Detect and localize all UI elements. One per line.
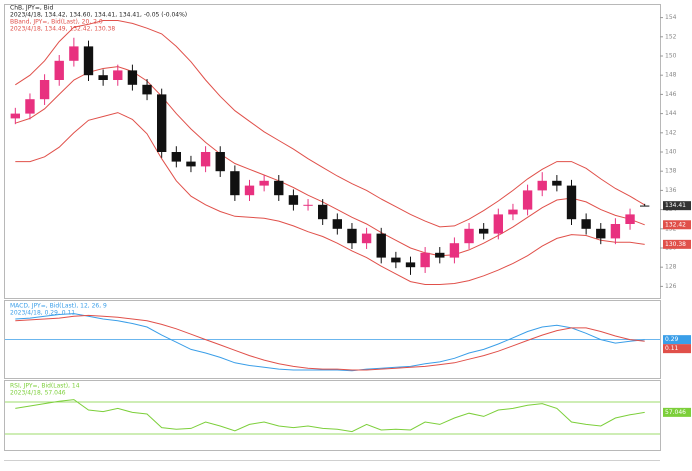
panel-title: RSI, JPY=, Bid(Last), 14 <box>10 383 80 390</box>
candle-body <box>596 228 606 239</box>
candle-body <box>200 152 211 167</box>
candle-body <box>493 214 504 234</box>
band-last-label-box <box>663 239 691 249</box>
bands-title: BBand, JPY=, Bid(Last), 20, 2.0 <box>10 19 103 26</box>
candle-body <box>478 228 489 234</box>
price-last-label-box <box>663 201 691 211</box>
candle-body <box>303 204 313 206</box>
last-value-label-box <box>663 344 691 354</box>
bollinger-band <box>15 20 645 228</box>
band-last-label: 132.42 <box>665 221 686 228</box>
candle-body <box>522 190 533 210</box>
price-last-label: 134.41 <box>665 202 686 209</box>
band-last-label-box <box>663 220 691 230</box>
candle-body <box>449 243 460 258</box>
candle-body <box>54 60 64 80</box>
candle-body <box>230 171 240 196</box>
candle-body <box>332 219 343 229</box>
indicator-line <box>15 399 645 433</box>
y-tick-label: 126 <box>665 283 677 290</box>
candle-body <box>113 70 123 80</box>
last-value-label-box <box>663 407 691 417</box>
candle-body <box>127 70 138 85</box>
y-tick-label: 142 <box>665 129 677 136</box>
candle-body <box>581 219 591 229</box>
candle-body <box>391 257 401 263</box>
last-value-label: 0.11 <box>665 345 679 352</box>
candle-body <box>156 94 167 152</box>
rsi-panel <box>4 380 661 451</box>
chart-title: ChB, JPY=, Bid <box>10 5 53 12</box>
candle-body <box>537 180 547 191</box>
candle-body <box>39 80 50 100</box>
candle-body <box>98 75 108 80</box>
candle-body <box>420 252 430 268</box>
candle-body <box>244 185 255 196</box>
y-tick-label: 148 <box>665 72 677 79</box>
candle-body <box>186 161 196 167</box>
candle-body <box>435 252 445 258</box>
y-tick-label: 150 <box>665 53 677 60</box>
bollinger-band <box>15 112 645 285</box>
y-tick-label: 128 <box>665 264 677 271</box>
y-tick-label: 146 <box>665 91 677 98</box>
y-tick-label: 140 <box>665 149 677 156</box>
y-tick-label: 152 <box>665 33 677 40</box>
candle-body <box>25 99 35 114</box>
candle-body <box>215 152 225 172</box>
indicator-line <box>15 314 645 371</box>
candle-body <box>171 152 182 162</box>
bollinger-band <box>15 66 645 257</box>
y-tick-label: 154 <box>665 14 677 21</box>
candle-body <box>610 224 621 239</box>
candle-body <box>347 228 357 244</box>
candle-body <box>361 233 372 244</box>
candle-body <box>259 180 269 186</box>
indicator-line <box>15 313 645 372</box>
candle-body <box>464 228 474 244</box>
band-last-label: 130.38 <box>665 241 686 248</box>
candle-body <box>625 214 635 224</box>
candle-body <box>639 205 650 207</box>
y-tick-label: 144 <box>665 110 677 117</box>
panel-subtitle: 2023/4/18, 57.046 <box>10 390 66 397</box>
candle-body <box>317 204 328 220</box>
candle-body <box>274 180 284 196</box>
bands-subtitle: 2023/4/18, 134.49, 132.42, 130.38 <box>10 26 115 33</box>
y-tick-label: 138 <box>665 168 677 175</box>
candle-body <box>83 46 94 76</box>
candle-body <box>552 180 562 186</box>
candle-body <box>566 185 577 220</box>
panel-subtitle: 2023/4/18, 0.29, 0.11 <box>10 310 75 317</box>
candle-body <box>288 195 299 205</box>
candle-body <box>376 233 386 258</box>
candle-body <box>508 209 518 215</box>
last-value-label-box <box>663 335 691 345</box>
panel-title: MACD, JPY=, Bid(Last), 12, 26, 9 <box>10 303 107 310</box>
y-tick-label: 136 <box>665 187 677 194</box>
macd-panel <box>4 300 661 379</box>
candle-body <box>405 262 416 268</box>
candle-body <box>69 46 79 61</box>
last-value-label: 0.29 <box>665 336 679 343</box>
last-value-label: 57.046 <box>665 409 686 416</box>
chart-subtitle: 2023/4/18, 134.42, 134.60, 134.41, 134.4… <box>10 12 187 19</box>
candle-body <box>142 84 152 95</box>
candle-body <box>10 113 21 119</box>
